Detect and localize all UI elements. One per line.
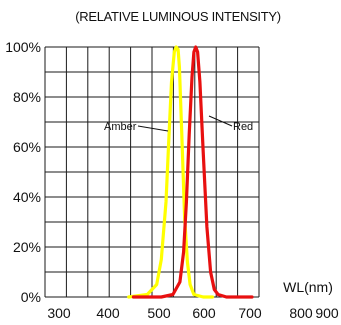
series-red-line	[131, 45, 254, 299]
red-leader-line	[208, 115, 233, 127]
chart-title: (RELATIVE LUMINOUS INTENSITY)	[75, 9, 281, 24]
x-tick-label: 900	[315, 305, 339, 321]
x-tick-label: 500	[147, 305, 171, 321]
x-tick-label: 300	[47, 305, 71, 321]
x-axis-label: WL(nm)	[283, 279, 333, 295]
y-tick-label: 0%	[21, 289, 41, 305]
y-tick-label: 40%	[13, 189, 41, 205]
y-tick-label: 20%	[13, 239, 41, 255]
x-tick-label: 400	[96, 305, 120, 321]
x-tick-label: 600	[192, 305, 216, 321]
y-tick-label: 60%	[13, 139, 41, 155]
series-label-red: Red	[233, 121, 253, 133]
plot-grid	[44, 46, 260, 298]
x-tick-label: 700	[238, 305, 262, 321]
y-tick-label: 80%	[13, 89, 41, 105]
axis-ticks: 0% 20% 40% 60% 80% 100% 300 400 500 600 700 800 900	[5, 39, 339, 321]
series-label-amber: Amber	[104, 121, 137, 133]
series-layer	[127, 45, 254, 299]
series-labels: Amber Red	[104, 115, 253, 133]
amber-leader-line	[137, 125, 169, 132]
x-tick-label: 800	[289, 305, 313, 321]
series-amber-line	[127, 45, 215, 299]
y-tick-label: 100%	[5, 39, 41, 55]
